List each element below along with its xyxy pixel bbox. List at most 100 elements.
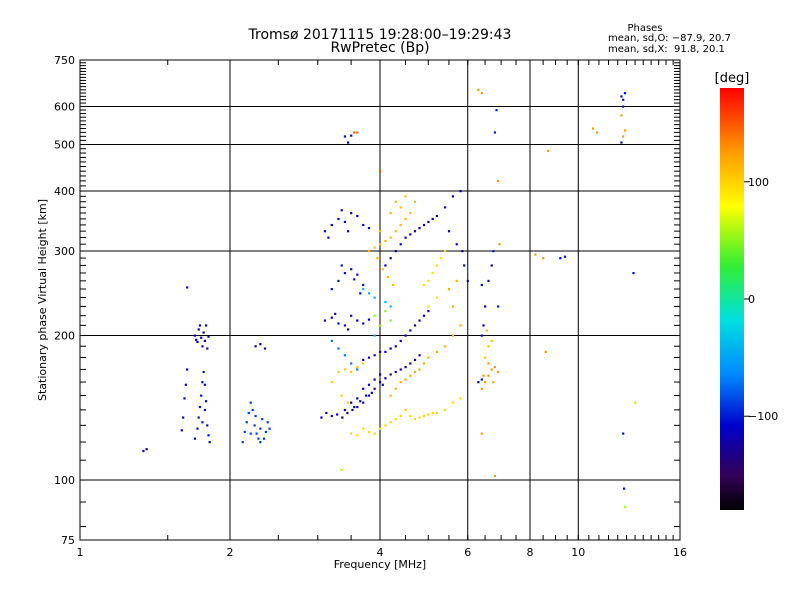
data-point	[413, 358, 417, 362]
data-point	[367, 227, 371, 230]
data-point	[343, 408, 347, 412]
data-point	[373, 314, 376, 317]
data-point	[340, 394, 343, 397]
data-point	[480, 432, 483, 435]
data-point	[431, 271, 434, 275]
colorbar	[720, 88, 744, 510]
data-point	[480, 92, 483, 95]
data-point	[404, 236, 407, 239]
data-point	[367, 430, 371, 434]
data-point	[435, 411, 438, 415]
data-point	[455, 243, 458, 246]
data-point	[362, 362, 365, 365]
data-point	[204, 324, 208, 327]
data-point	[493, 474, 497, 478]
data-point	[418, 368, 421, 371]
data-point	[394, 387, 397, 390]
data-point	[379, 243, 382, 246]
data-point	[381, 268, 384, 271]
data-point	[399, 339, 402, 343]
data-point	[373, 432, 376, 435]
data-point	[350, 401, 353, 404]
data-point	[365, 394, 368, 397]
data-point	[384, 377, 387, 380]
data-point	[247, 411, 250, 415]
data-point	[427, 220, 430, 224]
data-point	[325, 411, 328, 415]
data-point	[337, 347, 340, 350]
data-point	[418, 227, 421, 230]
data-point	[350, 268, 353, 271]
x-tick-label: 8	[527, 546, 534, 559]
data-point	[373, 354, 376, 357]
data-point	[484, 305, 487, 308]
data-point	[245, 421, 248, 424]
data-point	[451, 401, 455, 404]
data-point	[384, 264, 387, 267]
data-point	[394, 230, 397, 233]
colorbar-tick-label: 100	[748, 176, 769, 189]
data-point	[356, 397, 359, 400]
data-point	[203, 408, 206, 412]
data-point	[404, 365, 407, 369]
data-point	[343, 220, 347, 224]
data-point	[254, 345, 257, 348]
data-point	[435, 264, 438, 267]
data-point	[343, 368, 347, 371]
data-point	[381, 383, 384, 386]
data-point	[362, 427, 365, 430]
data-point	[362, 401, 365, 404]
data-point	[367, 356, 371, 359]
data-point	[341, 416, 344, 419]
data-point	[266, 421, 269, 424]
data-point	[259, 427, 262, 430]
data-point	[204, 400, 208, 403]
data-point	[435, 214, 438, 218]
data-point	[362, 322, 365, 325]
data-point	[399, 206, 402, 209]
data-point	[184, 383, 187, 386]
data-point	[346, 401, 350, 404]
grid	[80, 60, 680, 540]
data-point	[435, 350, 438, 353]
y-tick-label: 400	[54, 185, 75, 198]
data-point	[379, 324, 382, 327]
data-point	[207, 434, 210, 437]
data-point	[404, 334, 407, 337]
data-point	[422, 314, 426, 317]
data-point	[343, 354, 347, 357]
data-point	[201, 381, 204, 384]
data-point	[447, 288, 451, 291]
data-point	[376, 257, 379, 260]
data-point	[198, 405, 202, 409]
data-point	[257, 437, 260, 440]
data-point	[243, 430, 246, 434]
data-point	[201, 345, 204, 348]
data-point	[343, 135, 347, 138]
data-point	[379, 373, 382, 376]
data-point	[386, 275, 390, 279]
data-point	[200, 394, 203, 397]
data-point	[356, 365, 359, 369]
data-point	[261, 418, 264, 421]
data-point	[399, 243, 402, 246]
data-point	[193, 334, 197, 337]
data-point	[196, 340, 199, 344]
data-point	[330, 381, 333, 384]
data-point	[384, 300, 387, 304]
data-point	[563, 255, 567, 258]
data-point	[484, 381, 487, 384]
data-point	[196, 427, 199, 430]
data-point	[356, 405, 359, 409]
data-point	[323, 230, 327, 233]
data-point	[496, 370, 500, 374]
data-point	[490, 264, 493, 267]
data-point	[183, 397, 186, 400]
data-point	[399, 223, 402, 227]
data-point	[195, 338, 198, 341]
data-point	[495, 109, 498, 112]
data-point	[334, 312, 337, 315]
data-point	[439, 257, 443, 260]
colorbar-label: [deg]	[715, 71, 750, 86]
data-point	[200, 336, 203, 339]
